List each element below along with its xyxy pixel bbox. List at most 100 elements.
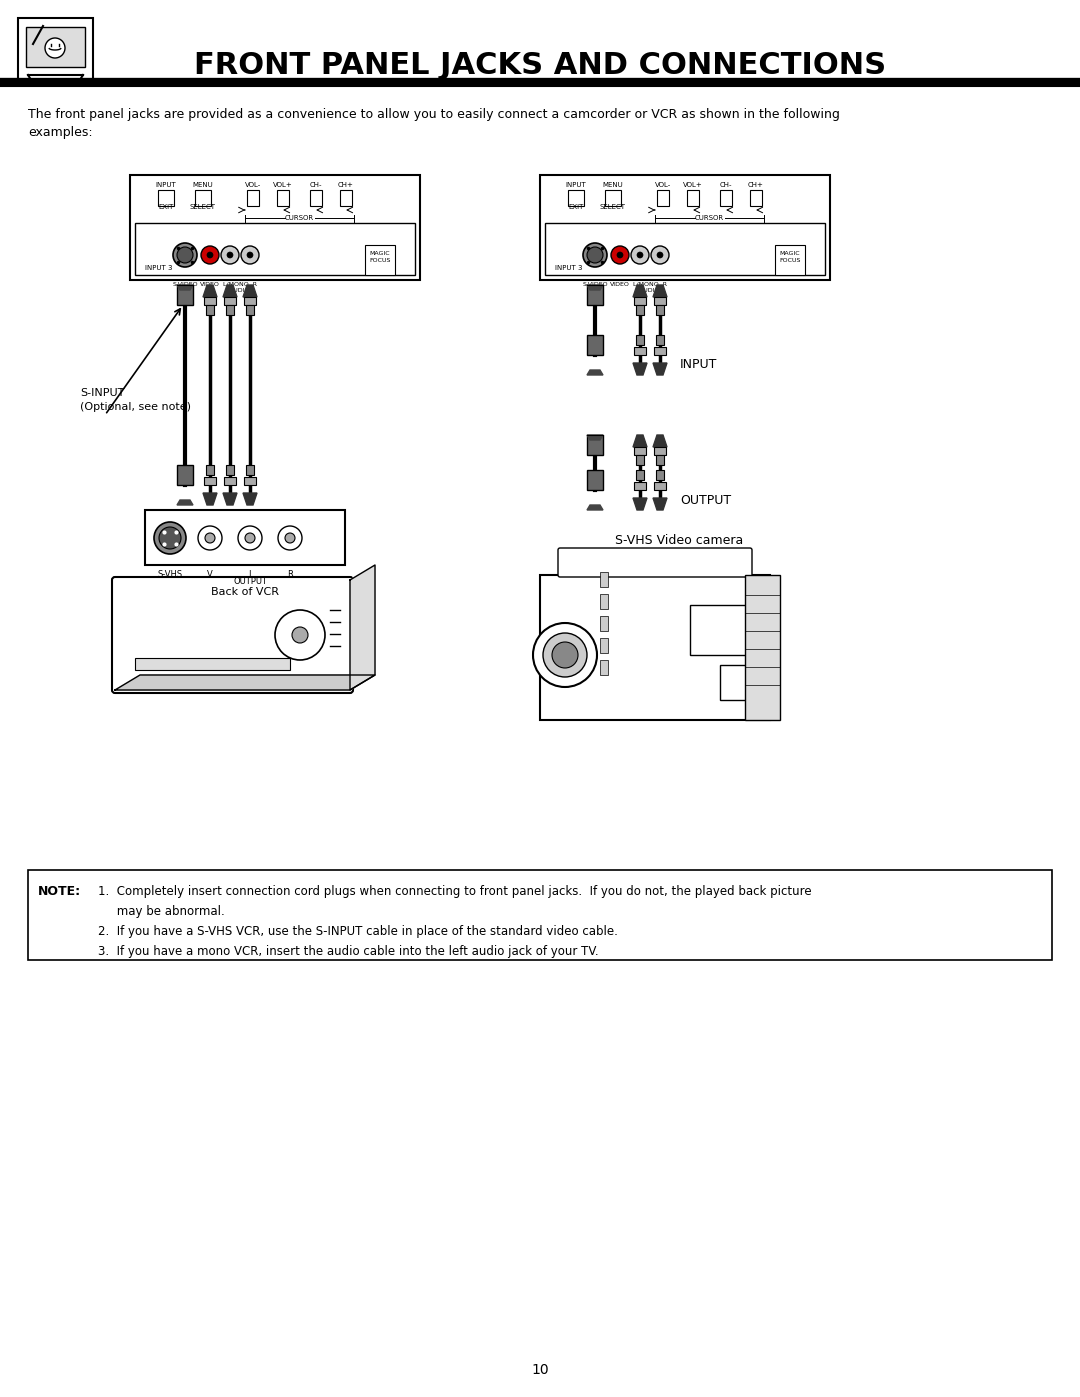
Polygon shape — [633, 363, 647, 374]
Bar — [634, 482, 646, 490]
Circle shape — [245, 534, 255, 543]
Text: 1.  Completely insert connection cord plugs when connecting to front panel jacks: 1. Completely insert connection cord plu… — [98, 886, 812, 898]
Bar — [130, 175, 420, 279]
Circle shape — [173, 243, 197, 267]
Bar — [340, 190, 352, 205]
Circle shape — [278, 527, 302, 550]
Bar — [244, 298, 256, 305]
Text: S-VIDEO: S-VIDEO — [582, 282, 608, 286]
Circle shape — [159, 527, 181, 549]
Polygon shape — [633, 285, 647, 298]
Text: S-VIDEO: S-VIDEO — [172, 282, 198, 286]
Text: 3.  If you have a mono VCR, insert the audio cable into the left audio jack of y: 3. If you have a mono VCR, insert the au… — [98, 944, 598, 958]
Bar — [206, 305, 214, 314]
Bar — [145, 510, 345, 564]
Bar — [244, 476, 256, 485]
Bar — [656, 455, 664, 465]
Text: VIDEO: VIDEO — [200, 282, 220, 286]
Circle shape — [177, 247, 193, 263]
Bar — [634, 346, 646, 355]
Bar — [634, 447, 646, 455]
Circle shape — [227, 251, 233, 258]
Polygon shape — [177, 500, 193, 504]
Bar — [636, 469, 644, 481]
Circle shape — [543, 633, 588, 678]
Text: VOL+: VOL+ — [684, 182, 703, 189]
Polygon shape — [588, 434, 603, 440]
Text: may be abnormal.: may be abnormal. — [98, 905, 225, 918]
Bar — [226, 465, 234, 475]
Text: L/MONO  R: L/MONO R — [222, 282, 257, 286]
Text: MAGIC
FOCUS: MAGIC FOCUS — [780, 251, 800, 263]
Bar — [600, 616, 608, 631]
Polygon shape — [653, 285, 667, 298]
Polygon shape — [588, 504, 603, 510]
Text: EXIT: EXIT — [568, 204, 583, 210]
Circle shape — [588, 247, 603, 263]
Bar — [545, 224, 825, 275]
Polygon shape — [177, 285, 193, 291]
Text: INPUT: INPUT — [680, 359, 717, 372]
Text: INPUT 3: INPUT 3 — [145, 265, 173, 271]
Bar — [636, 455, 644, 465]
Text: MAGIC
FOCUS: MAGIC FOCUS — [369, 251, 391, 263]
Bar — [247, 190, 259, 205]
Text: L: L — [247, 570, 253, 578]
Text: VIDEO: VIDEO — [610, 282, 630, 286]
Bar — [540, 175, 831, 279]
Text: MENU: MENU — [192, 182, 214, 189]
Text: CH+: CH+ — [338, 182, 354, 189]
Bar — [195, 190, 211, 205]
Bar — [276, 190, 289, 205]
Polygon shape — [203, 493, 217, 504]
Bar — [568, 190, 584, 205]
Bar — [540, 576, 770, 719]
Bar — [600, 638, 608, 652]
Circle shape — [207, 251, 213, 258]
Bar — [657, 190, 669, 205]
Bar — [18, 18, 93, 82]
Bar — [204, 476, 216, 485]
Bar — [654, 447, 666, 455]
Circle shape — [657, 251, 663, 258]
Circle shape — [552, 643, 578, 668]
Circle shape — [285, 534, 295, 543]
Circle shape — [221, 246, 239, 264]
Text: NOTE:: NOTE: — [38, 886, 81, 898]
Bar — [634, 298, 646, 305]
Text: L/MONO  R: L/MONO R — [633, 282, 667, 286]
Circle shape — [292, 627, 308, 643]
Text: R: R — [287, 570, 293, 578]
Circle shape — [637, 251, 643, 258]
Bar — [224, 298, 237, 305]
Circle shape — [241, 246, 259, 264]
Text: AUDIO: AUDIO — [230, 288, 251, 293]
Circle shape — [631, 246, 649, 264]
Text: INPUT 3: INPUT 3 — [555, 265, 582, 271]
Circle shape — [583, 243, 607, 267]
Text: FRONT PANEL JACKS AND CONNECTIONS: FRONT PANEL JACKS AND CONNECTIONS — [194, 50, 886, 80]
Text: The front panel jacks are provided as a convenience to allow you to easily conne: The front panel jacks are provided as a … — [28, 108, 840, 138]
Polygon shape — [653, 363, 667, 374]
Bar — [365, 244, 395, 275]
Polygon shape — [243, 285, 257, 298]
Polygon shape — [114, 675, 375, 690]
Bar — [224, 476, 237, 485]
Bar — [720, 665, 765, 700]
Polygon shape — [222, 285, 237, 298]
Polygon shape — [653, 434, 667, 447]
Bar — [600, 594, 608, 609]
Bar — [636, 305, 644, 314]
Circle shape — [534, 623, 597, 687]
Bar — [600, 659, 608, 675]
Text: CURSOR: CURSOR — [694, 215, 724, 221]
Bar — [26, 27, 85, 67]
Text: V: V — [207, 570, 213, 578]
FancyBboxPatch shape — [112, 577, 353, 693]
Bar — [775, 244, 805, 275]
Text: MENU: MENU — [603, 182, 623, 189]
Bar — [246, 305, 254, 314]
Text: CH-: CH- — [719, 182, 732, 189]
Bar — [636, 335, 644, 345]
Text: VOL+: VOL+ — [273, 182, 293, 189]
